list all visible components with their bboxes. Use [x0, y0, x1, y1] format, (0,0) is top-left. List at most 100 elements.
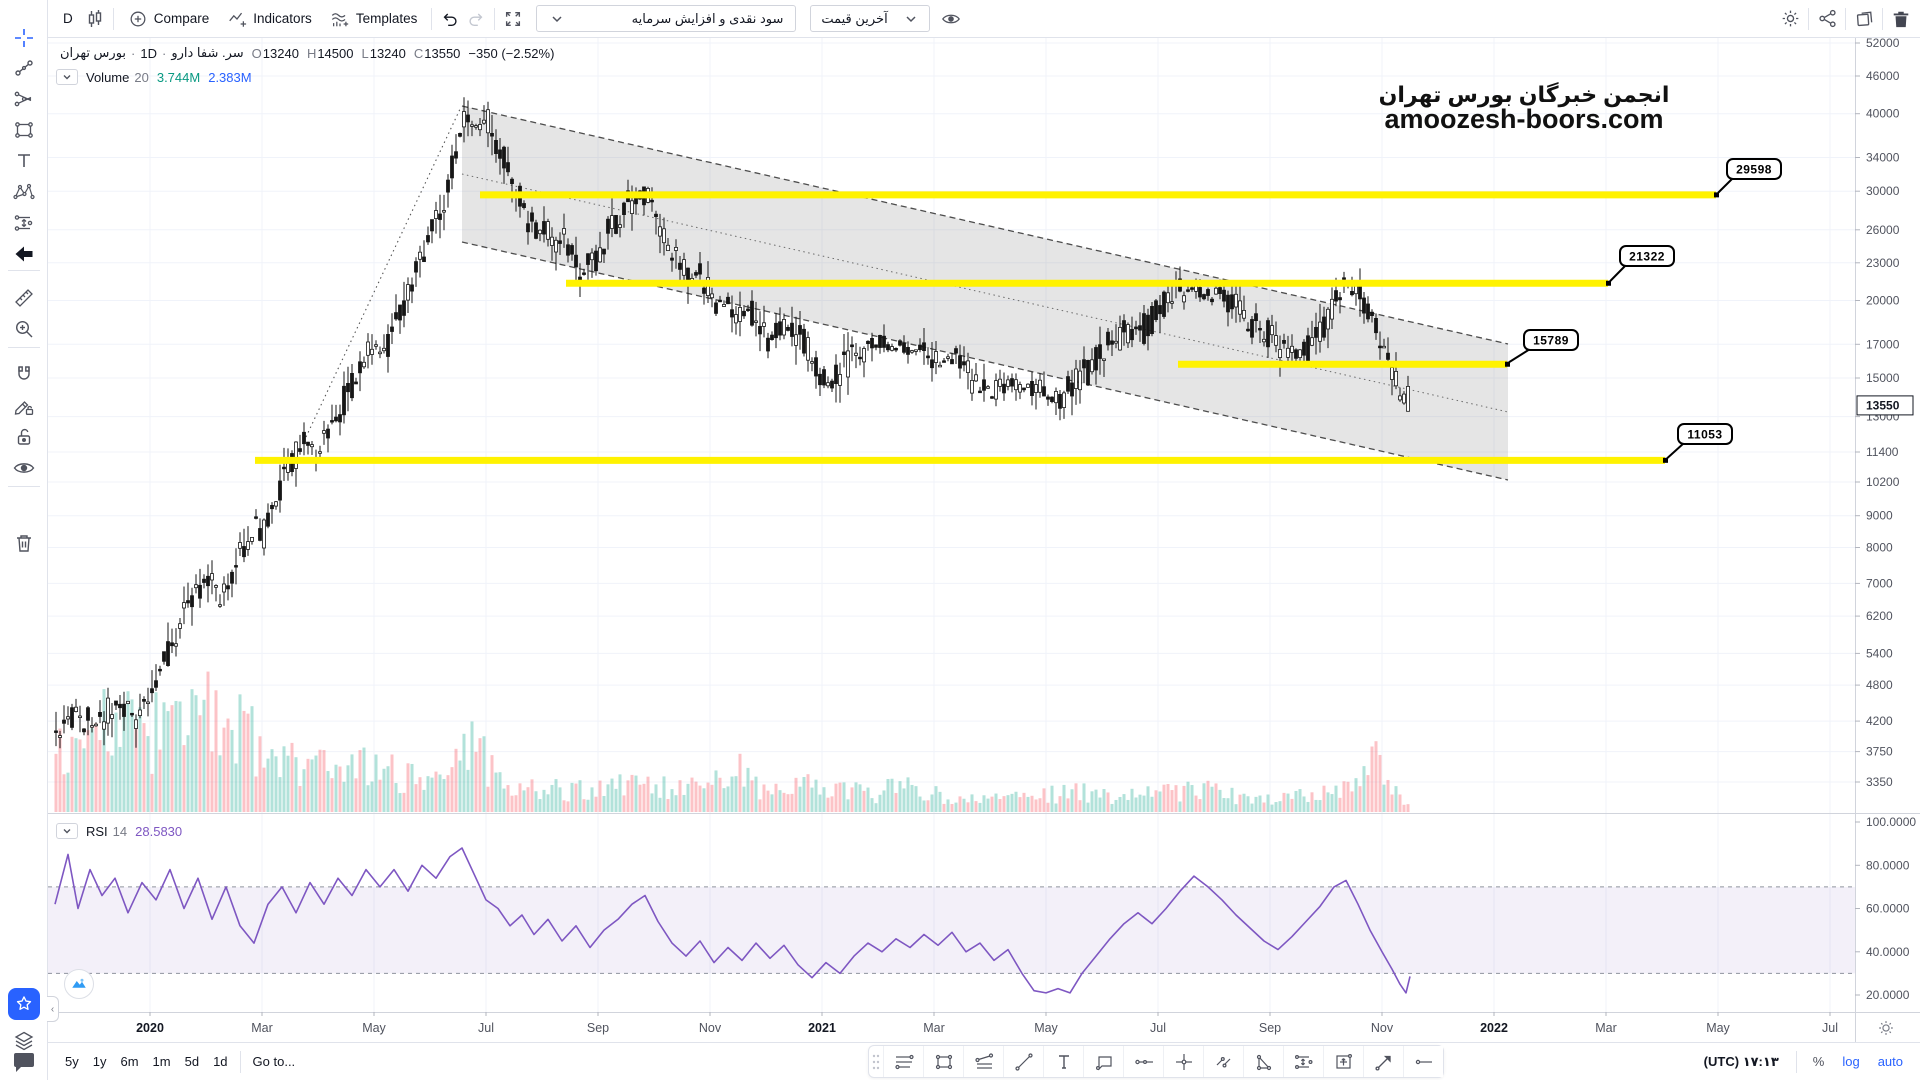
trend-line-tool-button[interactable]	[1003, 1046, 1043, 1077]
disjoint-channel-tool-button[interactable]	[1203, 1046, 1243, 1077]
cross-line-tool-button[interactable]	[1163, 1046, 1203, 1077]
toolbar-separator	[239, 1050, 241, 1073]
date-price-range-tool-button[interactable]	[1323, 1046, 1363, 1077]
chart-style-button[interactable]	[81, 3, 108, 34]
zoom-in-tool[interactable]	[9, 314, 39, 344]
interval-button[interactable]: D	[54, 3, 82, 34]
text-tool[interactable]	[9, 146, 39, 176]
candle-body	[1046, 396, 1050, 400]
remove-all-tool[interactable]	[9, 528, 39, 558]
candle-body	[198, 584, 202, 599]
volume-bar	[1002, 796, 1006, 812]
templates-button[interactable]: Templates	[320, 3, 427, 34]
trend-line-tool[interactable]	[9, 53, 39, 83]
drag-handle[interactable]	[869, 1046, 883, 1077]
lock-all-tool[interactable]	[9, 422, 39, 452]
range-5y-button[interactable]: 5y	[58, 1050, 86, 1073]
arrow-tool-button[interactable]	[1363, 1046, 1403, 1077]
horizontal-line-tool-button[interactable]	[1403, 1046, 1443, 1077]
rsi-legend[interactable]: RSI 14 28.5830	[56, 822, 182, 840]
parallel-channel-tool-button[interactable]	[963, 1046, 1003, 1077]
range-1m-button[interactable]: 1m	[145, 1050, 178, 1073]
candle-body	[994, 380, 998, 400]
chat-button[interactable]	[12, 1052, 36, 1077]
delete-button[interactable]	[1888, 3, 1914, 34]
horizontal-lines-tool-button[interactable]	[883, 1046, 923, 1077]
object-tree-button[interactable]	[9, 1026, 39, 1056]
magnet-tool[interactable]	[9, 360, 39, 390]
candle-body	[1246, 328, 1250, 332]
pattern-tool[interactable]	[9, 177, 39, 207]
callout-tool-button[interactable]	[1083, 1046, 1123, 1077]
hide-all-tool[interactable]	[9, 453, 39, 483]
price-axis-label: 3750	[1866, 745, 1893, 759]
clock-utc[interactable]: ۱۷:۱۳ (UTC)	[1703, 1053, 1779, 1069]
visibility-button[interactable]	[938, 3, 965, 34]
indicators-button[interactable]: Indicators	[218, 3, 321, 34]
goto-button[interactable]: Go to...	[245, 1050, 303, 1073]
volume-bar	[970, 794, 974, 812]
range-1d-button[interactable]: 1d	[206, 1050, 235, 1073]
volume-bar	[746, 767, 750, 812]
rsi-legend-chevron[interactable]	[56, 823, 78, 839]
rectangle-tool[interactable]	[9, 115, 39, 145]
crosshair-tool[interactable]	[9, 23, 39, 53]
candle-body	[1070, 382, 1074, 397]
volume-bar	[1302, 796, 1306, 812]
share-button[interactable]	[1814, 3, 1840, 34]
volume-bar	[590, 787, 594, 812]
top-toolbar: D Compare Indicators Templates	[48, 0, 1920, 38]
adjustments-dropdown[interactable]: سود نقدی و افزایش سرمایه	[536, 5, 797, 32]
candle-body	[1094, 347, 1098, 371]
range-6m-button[interactable]: 6m	[113, 1050, 146, 1073]
auto-scale-button[interactable]: auto	[1870, 1050, 1910, 1073]
range-5d-button[interactable]: 5d	[177, 1050, 207, 1073]
candle-body	[542, 221, 546, 235]
provider-logo[interactable]	[64, 969, 94, 999]
rectangle-tool-button[interactable]	[923, 1046, 963, 1077]
volume-bar	[1246, 796, 1250, 812]
candle-body	[1266, 320, 1270, 348]
candle-body	[866, 340, 870, 344]
volume-legend[interactable]: Volume 20 3.744M 2.383M	[56, 68, 252, 86]
range-1y-button[interactable]: 1y	[85, 1050, 114, 1073]
candle-body	[370, 348, 374, 355]
volume-bar	[398, 793, 402, 812]
candle-body	[718, 299, 722, 303]
chevron-down-icon	[906, 15, 916, 22]
text-icon	[18, 154, 30, 167]
fullscreen-button[interactable]	[500, 3, 527, 34]
volume-legend-chevron[interactable]	[56, 69, 78, 85]
volume-period: 20	[134, 69, 149, 85]
candle-body	[1362, 297, 1366, 314]
projection-tool[interactable]	[9, 208, 39, 238]
log-scale-button[interactable]: log	[1835, 1050, 1867, 1073]
candle-body	[1082, 359, 1086, 369]
axis-settings-button[interactable]	[1876, 1018, 1896, 1041]
undo-button[interactable]	[437, 3, 464, 34]
horizontal-ray-tool-button[interactable]	[1123, 1046, 1163, 1077]
percent-scale-button[interactable]: %	[1805, 1050, 1832, 1073]
redo-button[interactable]	[463, 3, 490, 34]
favorites-toolbar-button[interactable]	[8, 988, 40, 1020]
measure-tool[interactable]	[9, 283, 39, 313]
volume-bar	[866, 787, 870, 812]
collapse-tab[interactable]: ‹	[47, 996, 59, 1022]
price-source-dropdown[interactable]: آخرین قیمت	[810, 5, 931, 32]
layout-button[interactable]	[1851, 3, 1877, 34]
volume-bar	[302, 769, 306, 812]
triangle-pattern-tool-button[interactable]	[1243, 1046, 1283, 1077]
volume-bar	[882, 790, 886, 812]
volume-bar	[894, 792, 898, 812]
pitchfork-tool[interactable]	[9, 84, 39, 114]
drawing-mode-tool[interactable]	[9, 391, 39, 421]
compare-button[interactable]: Compare	[118, 3, 219, 34]
settings-button[interactable]	[1777, 3, 1803, 34]
projection-tool-button[interactable]	[1283, 1046, 1323, 1077]
text-tool-button[interactable]	[1043, 1046, 1083, 1077]
candle-body	[410, 284, 414, 292]
arrow-marker-tool[interactable]	[9, 239, 39, 269]
ray-anchor-dot	[1505, 361, 1510, 367]
